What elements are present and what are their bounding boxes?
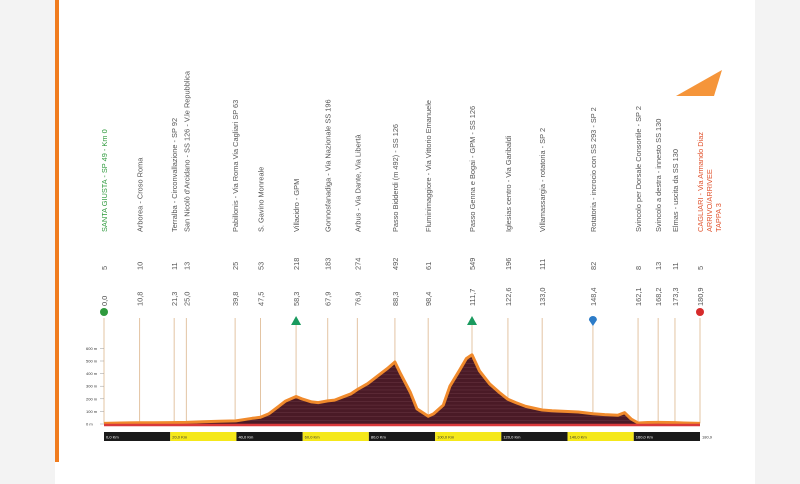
waypoint-km: 168,2: [654, 288, 663, 307]
waypoint-name: CAGLIARI - Via Armando Diaz: [696, 132, 705, 232]
waypoint-km: 58,3: [292, 292, 301, 306]
waypoint-altitude: 5: [100, 266, 109, 270]
y-tick-label: 400 m: [86, 371, 98, 376]
km-bar-segment: [236, 432, 303, 441]
waypoint-name: S. Gavino Monreale: [256, 167, 265, 232]
finish-label: ARRIVO/ARRIVEE: [705, 169, 714, 232]
waypoint-km: 10,8: [136, 292, 145, 306]
waypoint-altitude: 13: [182, 262, 191, 270]
waypoint-km: 98,4: [424, 292, 433, 306]
waypoint-name: Gonnosfanadiga - Via Nazionale SS 196: [324, 99, 333, 232]
waypoint-name: Terralba - Circonvallazione - SP 92: [170, 118, 179, 232]
waypoint-name: Villacidro - GPM: [292, 179, 301, 232]
waypoint-km: 67,9: [324, 292, 333, 306]
waypoint-name: SANTA GIUSTA - SP 49 - Km 0: [100, 129, 109, 232]
waypoint-name: San Nicolò d'Arcidano - SS 126 - V.le Re…: [182, 70, 191, 232]
km-bar-label: 60,0 Km: [305, 435, 321, 440]
waypoint-altitude: 5: [696, 266, 705, 270]
waypoint-altitude: 11: [671, 262, 680, 270]
waypoint-altitude: 274: [353, 258, 362, 270]
gpm-triangle-icon: [291, 316, 302, 325]
km-bar-label: 0,0 Km: [106, 435, 119, 440]
profile-area: [104, 354, 700, 424]
waypoint-km: 180,9: [696, 288, 705, 307]
finish-marker-icon: [696, 308, 704, 316]
accent-rule: [55, 0, 59, 462]
waypoint-name: Rotatoria - incrocio con SS 293 - SP 2: [589, 107, 598, 232]
km-bar-segment: [633, 432, 700, 441]
waypoint-name: Passo Bidderdi (m 492) - SS 126: [391, 124, 400, 232]
km-bar-label: 100,0 Km: [437, 435, 455, 440]
waypoint-altitude: 82: [589, 262, 598, 270]
waypoint-name: Villamassargia - rotatoria - SP 2: [538, 128, 547, 232]
km-bar-label: 40,0 Km: [238, 435, 254, 440]
waypoint-km: 0,0: [100, 296, 109, 306]
waypoint-km: 25,0: [182, 292, 191, 306]
waypoint-km: 76,9: [353, 292, 362, 306]
waypoint-km: 88,3: [391, 292, 400, 306]
waypoint-altitude: 183: [324, 258, 333, 270]
waypoint-km: 111,7: [468, 289, 477, 306]
y-tick-label: 600 m: [86, 346, 98, 351]
waypoint-name: Fluminimaggiore - Via Vittorio Emanuele: [424, 100, 433, 232]
gpm-triangle-icon: [467, 316, 478, 325]
waypoint-name: Passo Genna e Bogai - GPM - SS 126: [468, 106, 477, 232]
waypoint-altitude: 11: [170, 262, 179, 270]
waypoint-km: 173,3: [671, 288, 680, 307]
waypoint-km: 122,6: [504, 288, 513, 307]
km-bar-segment: [567, 432, 634, 441]
waypoint-name: Svincolo a destra - innesto SS 130: [654, 119, 663, 232]
y-tick-label: 0 m: [86, 422, 93, 427]
waypoint-km: 148,4: [589, 288, 598, 307]
km-bar-segment: [368, 432, 436, 441]
profile-outline: [103, 353, 701, 425]
km-bar-segment: [435, 432, 502, 441]
waypoint-name: Arbus - Via Dante, Via Libertà: [353, 134, 362, 232]
waypoint-km: 21,3: [170, 292, 179, 306]
waypoint-altitude: 10: [136, 262, 145, 270]
waypoint-km: 133,0: [538, 288, 547, 307]
km-bar-segment: [302, 432, 369, 441]
waypoint-altitude: 111: [538, 259, 547, 270]
waypoint-name: Elmas - uscita da SS 130: [671, 149, 680, 232]
waypoint-name: Svincolo per Dorsale Consortile - SP 2: [634, 106, 643, 232]
waypoint-altitude: 13: [654, 262, 663, 270]
km-bar-label: 160,0 Km: [636, 435, 654, 440]
stage-label: TAPPA 3: [714, 203, 723, 232]
finish-flag-icon: [676, 70, 722, 96]
km-bar-segment: [170, 432, 237, 441]
feed-zone-icon: [588, 316, 597, 326]
waypoint-km: 47,5: [256, 292, 265, 306]
km-bar-segment: [104, 432, 171, 441]
start-marker-icon: [100, 308, 108, 316]
y-tick-label: 100 m: [86, 409, 98, 414]
km-bar-label: 140,0 Km: [570, 435, 588, 440]
waypoint-km: 39,8: [231, 292, 240, 306]
km-bar-label: 80,0 Km: [371, 435, 387, 440]
waypoint-name: Arborea - Croso Roma: [136, 157, 145, 232]
waypoint-altitude: 53: [256, 262, 265, 270]
y-tick-label: 200 m: [86, 396, 98, 401]
waypoint-km: 162,1: [634, 288, 643, 307]
waypoint-altitude: 549: [468, 258, 477, 270]
y-tick-label: 500 m: [86, 359, 98, 364]
km-bar-label: 20,0 Km: [172, 435, 188, 440]
waypoint-altitude: 61: [424, 262, 433, 270]
y-tick-label: 300 m: [86, 384, 98, 389]
waypoint-name: Pabillonis - Via Roma Via Cagliari SP 63: [231, 100, 240, 232]
waypoint-altitude: 196: [504, 258, 513, 270]
waypoint-name: Iglesias centro - Via Garibaldi: [504, 135, 513, 232]
waypoint-altitude: 218: [292, 258, 301, 270]
km-bar-segment: [501, 432, 568, 441]
waypoint-altitude: 8: [634, 266, 643, 270]
waypoint-altitude: 492: [391, 258, 400, 270]
km-bar-label: 120,0 Km: [503, 435, 521, 440]
km-bar-label: 180,9: [702, 435, 713, 440]
waypoint-altitude: 25: [231, 262, 240, 270]
